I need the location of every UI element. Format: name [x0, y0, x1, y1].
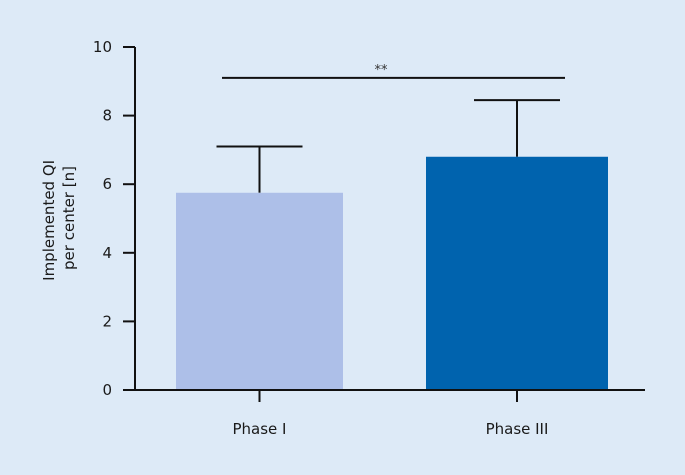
y-tick-label: 10 [93, 38, 112, 56]
y-tick-label: 4 [102, 244, 112, 262]
x-tick-label: Phase I [233, 420, 287, 438]
bar-rect [176, 192, 343, 390]
x-tick-label: Phase III [486, 420, 549, 438]
y-axis-ticks: 0 2 4 6 8 10 [93, 38, 135, 399]
significance-label: ** [375, 63, 389, 78]
y-tick-label: 0 [102, 381, 112, 399]
y-axis-label: Implemented QI per center [n] [40, 155, 78, 281]
significance-bracket: ** [222, 63, 565, 79]
bar-phase-i: Phase I [176, 145, 343, 438]
bars: Phase I Phase III [176, 99, 608, 438]
y-tick-label: 6 [102, 175, 112, 193]
bar-phase-iii: Phase III [426, 99, 608, 438]
bar-rect [426, 156, 608, 390]
y-tick-label: 8 [102, 107, 112, 125]
y-tick-label: 2 [102, 312, 112, 330]
